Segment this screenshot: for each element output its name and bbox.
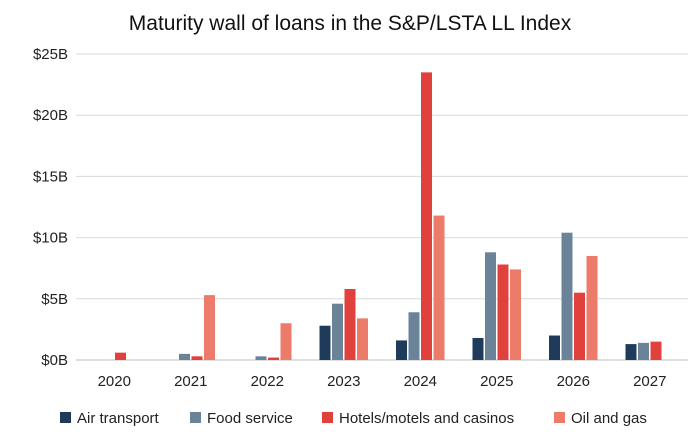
- x-tick-label: 2020: [98, 373, 131, 390]
- legend-swatch: [190, 412, 201, 423]
- x-tick-label: 2025: [480, 373, 513, 390]
- y-tick-label: $25B: [33, 46, 68, 63]
- bar-hotels-motels-and-casinos-2023: [344, 289, 356, 360]
- bar-hotels-motels-and-casinos-2024: [421, 72, 432, 361]
- bar-food-service-2023: [332, 303, 343, 360]
- bar-air-transport-2027: [625, 344, 637, 360]
- bar-food-service-2025: [485, 252, 496, 360]
- y-tick-label: $15B: [33, 168, 68, 185]
- bar-food-service-2024: [408, 312, 420, 360]
- bar-air-transport-2025: [472, 337, 484, 360]
- y-tick-label: $0B: [41, 352, 68, 369]
- x-tick-label: 2026: [557, 373, 590, 390]
- bar-food-service-2022: [255, 356, 267, 360]
- legend-label: Oil and gas: [571, 410, 647, 427]
- bar-air-transport-2023: [319, 325, 331, 360]
- y-axis-ticks: $0B $5B $10B $15B $20B $25B: [33, 46, 68, 369]
- bar-oil-and-gas-2023: [357, 318, 368, 360]
- bar-air-transport-2024: [396, 340, 407, 360]
- y-tick-label: $10B: [33, 230, 68, 247]
- bar-air-transport-2026: [549, 335, 560, 360]
- x-axis-ticks: 2020 2021 2022 2023 2024 2025 2026 2027: [98, 373, 667, 390]
- bar-hotels-motels-and-casinos-2020: [115, 352, 126, 360]
- bar-oil-and-gas-2021: [204, 295, 215, 360]
- legend-label: Hotels/motels and casinos: [339, 410, 514, 427]
- bar-hotels-motels-and-casinos-2027: [650, 341, 662, 360]
- bar-oil-and-gas-2025: [510, 269, 521, 360]
- x-tick-label: 2022: [251, 373, 284, 390]
- bars: [115, 72, 662, 361]
- bar-food-service-2026: [561, 232, 573, 360]
- bar-hotels-motels-and-casinos-2021: [191, 356, 203, 360]
- chart-title: Maturity wall of loans in the S&P/LSTA L…: [129, 12, 572, 35]
- legend: Air transport Food service Hotels/motels a…: [60, 410, 647, 427]
- x-tick-label: 2024: [404, 373, 437, 390]
- bar-hotels-motels-and-casinos-2022: [268, 357, 279, 360]
- x-tick-label: 2027: [633, 373, 666, 390]
- legend-label: Food service: [207, 410, 293, 427]
- bar-oil-and-gas-2026: [586, 255, 598, 360]
- y-tick-label: $5B: [41, 291, 68, 308]
- legend-swatch: [322, 412, 333, 423]
- legend-label: Air transport: [77, 410, 160, 427]
- gridlines: [76, 53, 688, 361]
- bar-oil-and-gas-2022: [280, 323, 292, 360]
- legend-swatch: [60, 412, 71, 423]
- bar-oil-and-gas-2024: [433, 215, 445, 360]
- bar-hotels-motels-and-casinos-2025: [497, 264, 509, 360]
- x-tick-label: 2023: [327, 373, 360, 390]
- bar-food-service-2021: [179, 353, 190, 360]
- bar-hotels-motels-and-casinos-2026: [574, 292, 585, 360]
- x-tick-label: 2021: [174, 373, 207, 390]
- legend-swatch: [554, 412, 565, 423]
- bar-food-service-2027: [638, 342, 649, 360]
- y-tick-label: $20B: [33, 107, 68, 124]
